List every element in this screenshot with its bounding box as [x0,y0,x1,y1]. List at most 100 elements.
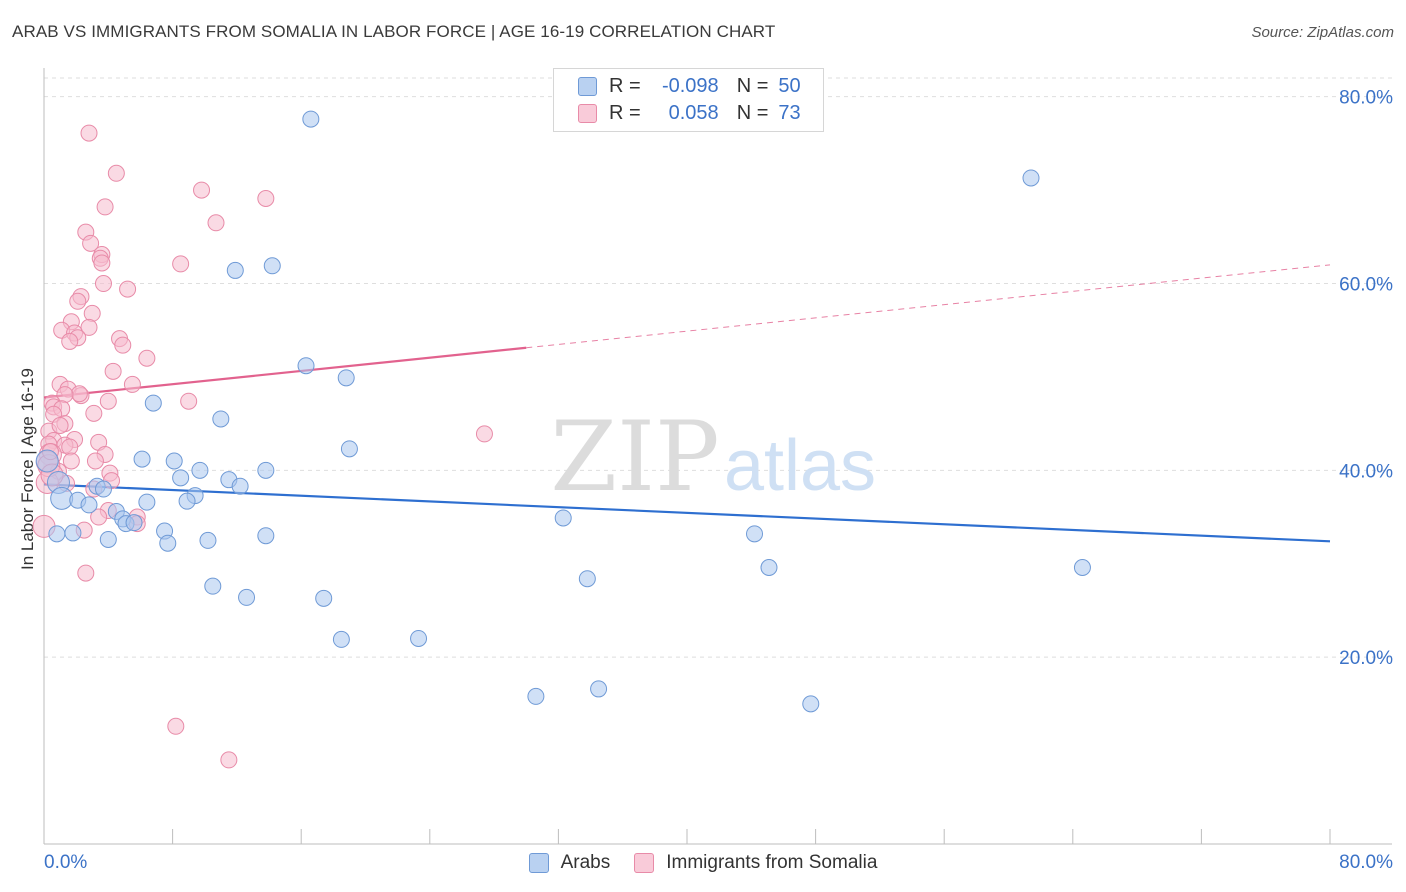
point-arabs [99,530,117,548]
point-arabs [554,509,572,527]
trend-line-somalia-dashed [526,264,1331,349]
point-arabs [297,357,315,375]
legend-label-arabs: Arabs [560,852,611,873]
arabs-r-label: R = [609,74,641,97]
point-somalia [220,751,238,769]
point-arabs [578,570,596,588]
point-somalia [61,332,79,350]
point-arabs [590,680,608,698]
source-label: Source: ZipAtlas.com [1251,24,1394,41]
somalia-r-label: R = [609,101,641,124]
point-arabs [257,527,275,545]
point-somalia [96,198,114,216]
point-somalia [114,336,132,354]
point-somalia [80,318,98,336]
legend-swatch-somalia [634,853,655,873]
point-somalia [69,292,87,310]
stats-row-arabs: R = -0.098 N = 50 [578,73,801,99]
point-somalia [107,164,125,182]
point-arabs [125,514,143,532]
point-arabs [231,477,249,495]
point-somalia [123,375,141,393]
point-arabs [802,695,820,713]
point-somalia [70,385,88,403]
point-somalia [51,417,69,435]
stats-row-somalia: R = 0.058 N = 73 [578,100,801,126]
point-arabs [133,450,151,468]
point-somalia [61,438,79,456]
point-somalia [93,254,111,272]
point-arabs [172,469,190,487]
stats-box: R = -0.098 N = 50 R = 0.058 N = 73 [553,68,824,132]
point-somalia [80,124,98,142]
point-somalia [119,280,137,298]
point-somalia [180,392,198,410]
point-arabs [80,496,98,514]
point-arabs [302,110,320,128]
legend: Arabs Immigrants from Somalia [0,852,1406,874]
point-arabs [226,261,244,279]
y-tick-label: 80.0% [1339,88,1393,109]
y-tick-label: 40.0% [1339,461,1393,482]
point-somalia [99,392,117,410]
point-arabs [212,410,230,428]
somalia-n-label: N = [736,101,769,124]
legend-item-somalia[interactable]: Immigrants from Somalia [634,852,877,874]
data-points [32,110,1091,769]
chart-title: ARAB VS IMMIGRANTS FROM SOMALIA IN LABOR… [12,22,776,41]
point-somalia [475,425,493,443]
point-arabs [178,492,196,510]
watermark: ZIP atlas [550,401,876,513]
legend-item-arabs[interactable]: Arabs [528,852,611,874]
point-somalia [86,452,104,470]
point-arabs [760,558,778,576]
point-arabs [144,394,162,412]
point-arabs [410,629,428,647]
point-arabs [263,257,281,275]
point-somalia [193,181,211,199]
point-arabs [64,524,82,542]
point-somalia [207,214,225,232]
point-somalia [167,717,185,735]
point-arabs [35,449,59,473]
somalia-swatch [578,103,597,123]
somalia-n-value: 73 [778,101,801,124]
trend-line-arabs [43,483,1331,543]
point-somalia [94,275,112,293]
arabs-r-value: -0.098 [661,74,719,97]
point-arabs [1022,169,1040,187]
point-somalia [83,304,101,322]
point-arabs [337,369,355,387]
trend-lines [43,264,1331,543]
point-arabs [340,440,358,458]
point-arabs [159,534,177,552]
point-arabs [165,452,183,470]
legend-swatch-arabs [528,853,549,873]
y-tick-label: 20.0% [1339,648,1393,669]
x-min-label: 0.0% [44,852,88,873]
point-somalia [104,362,122,380]
point-somalia [172,255,190,273]
point-arabs [199,531,217,549]
point-somalia [90,508,108,526]
point-somalia [138,349,156,367]
point-arabs [94,480,112,498]
somalia-r-value: 0.058 [668,101,719,124]
watermark-atlas: atlas [724,426,876,506]
y-tick-label: 60.0% [1339,275,1393,296]
arabs-n-value: 50 [778,74,801,97]
point-arabs [48,525,66,543]
y-tick-labels: 20.0% 40.0% 60.0% 80.0% [1339,88,1393,669]
watermark-zip: ZIP [550,401,719,513]
point-arabs [191,461,209,479]
arabs-n-label: N = [736,74,769,97]
point-arabs [50,486,74,510]
point-arabs [315,589,333,607]
point-arabs [204,577,222,595]
point-arabs [257,461,275,479]
point-somalia [82,234,100,252]
trend-line-somalia-solid [43,346,527,399]
gridlines [44,77,1392,658]
point-arabs [746,525,764,543]
